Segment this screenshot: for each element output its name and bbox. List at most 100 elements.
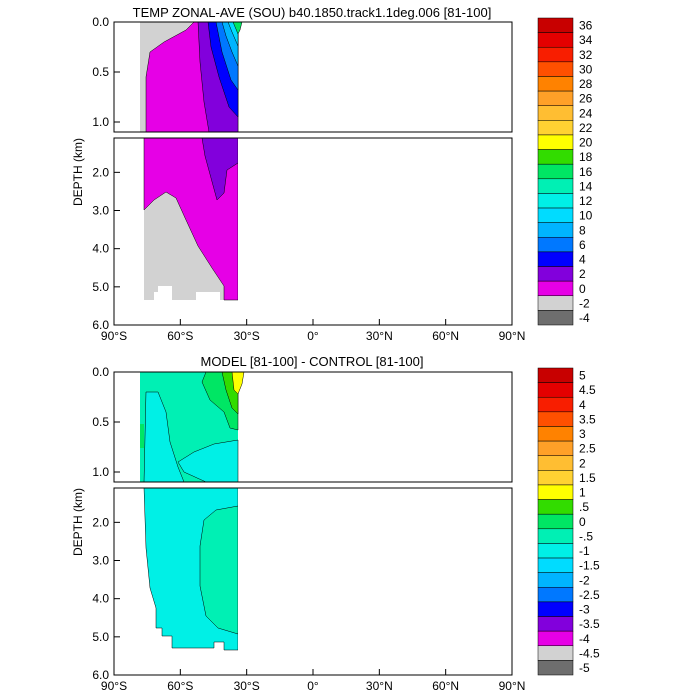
plot-frame-upper (113, 21, 513, 133)
axes: 90°S 60°S 30°S 0° 30°N 60°N 90°N 0.0 0.5 1.0 2.0 3.… (92, 15, 525, 343)
colorbar-swatch (537, 193, 574, 209)
colorbar-label: 20 (579, 136, 593, 150)
x-tick-label: 30°S (234, 329, 260, 343)
y-tick-label: 1.0 (92, 465, 109, 479)
colorbar-swatch (537, 645, 574, 661)
colorbar-swatch (537, 310, 574, 326)
colorbar-swatch (537, 61, 574, 77)
x-tick-label: 0° (307, 679, 319, 693)
colorbar-swatch (537, 105, 574, 121)
colorbar-label: 30 (579, 62, 593, 76)
colorbar-label: 14 (579, 179, 593, 193)
y-tick-label: 2.0 (92, 515, 109, 529)
colorbar-swatch (537, 251, 574, 267)
x-tick-label: 60°S (167, 679, 193, 693)
colorbar-swatch (537, 630, 574, 647)
colorbar-label: 0 (579, 282, 586, 296)
colorbar-label: 34 (579, 33, 593, 47)
colorbar-label: -2 (579, 573, 590, 587)
plot-area-lower (143, 488, 512, 675)
colorbar-label: 1.5 (579, 471, 596, 485)
colorbar-label: 0 (579, 515, 586, 529)
colorbar-swatch (537, 17, 574, 33)
colorbar-swatch (537, 455, 574, 471)
axes: 90°S 60°S 30°S 0° 30°N 60°N 90°N 0.0 0.5 1.0 2.0 3.… (92, 365, 525, 693)
colorbar-swatch (537, 543, 574, 559)
colorbar-swatch (537, 572, 574, 588)
y-tick-label: 4.0 (92, 242, 109, 256)
x-tick-label: 60°N (432, 679, 459, 693)
x-tick-label: 30°S (234, 679, 260, 693)
y-axis-label: DEPTH (km) (71, 138, 85, 206)
colorbar-label: 4.5 (579, 383, 596, 397)
colorbar-label: 16 (579, 165, 593, 179)
colorbar-swatch (537, 411, 574, 427)
colorbar-swatch (537, 134, 574, 150)
colorbar-label: 22 (579, 121, 593, 135)
plot-area-upper (140, 372, 245, 482)
y-tick-label: 0.5 (92, 65, 109, 79)
no-data-region (238, 138, 512, 325)
chart-title: TEMP ZONAL-AVE (SOU) b40.1850.track1.1de… (133, 5, 492, 20)
colorbar-swatch (537, 222, 574, 238)
colorbar-label: 2.5 (579, 442, 596, 456)
colorbar-label: -1 (579, 544, 590, 558)
colorbar-label: -2 (579, 296, 590, 310)
green-region (232, 22, 243, 35)
y-tick-label: 6.0 (92, 318, 109, 332)
gray-region (144, 138, 224, 300)
colorbar-label: -4 (579, 311, 590, 325)
y-tick-label: 5.0 (92, 630, 109, 644)
y-tick-label: 0.5 (92, 415, 109, 429)
no-data-region (238, 488, 512, 675)
x-tick-label: 90°N (499, 329, 526, 343)
colorbar-swatch (537, 382, 574, 398)
colorbar-swatch (537, 470, 574, 486)
colorbar-swatch (537, 178, 574, 194)
colorbar-swatch (537, 90, 574, 106)
y-tick-label: 1.0 (92, 115, 109, 129)
cyan-region-2 (177, 439, 239, 482)
colorbar-swatch (537, 660, 574, 676)
colorbar-label: 5 (579, 369, 586, 383)
colorbar-label: 3 (579, 427, 586, 441)
colorbar-label: 8 (579, 223, 586, 237)
colorbar-swatch (537, 440, 574, 456)
colorbar-swatch (537, 528, 574, 544)
colorbar-swatch (537, 237, 574, 253)
x-tick-label: 60°N (432, 329, 459, 343)
colorbar-label: -5 (579, 661, 590, 675)
y-tick-label: 2.0 (92, 165, 109, 179)
colorbar-label: 4 (579, 253, 586, 267)
x-tick-label: 30°N (366, 679, 393, 693)
colorbar-label: 2 (579, 456, 586, 470)
colorbar-swatch (537, 513, 574, 530)
colorbar-label: 2 (579, 267, 586, 281)
colorbar-swatch (537, 207, 574, 223)
colorbar-label: 3.5 (579, 412, 596, 426)
colorbar-label: 18 (579, 150, 593, 164)
y-axis-label: DEPTH (km) (71, 488, 85, 556)
colorbar-swatch (537, 266, 574, 282)
x-tick-label: 0° (307, 329, 319, 343)
y-tick-label: 6.0 (92, 668, 109, 682)
colorbar-label: 12 (579, 194, 593, 208)
x-tick-label: 90°N (499, 679, 526, 693)
panel-difference: MODEL [81-100] - CONTROL [81-100] DEPTH … (71, 354, 600, 693)
colorbar-swatch (537, 149, 574, 165)
colorbar-swatch (537, 396, 574, 413)
y-tick-label: 3.0 (92, 204, 109, 218)
colorbar-swatch (537, 280, 574, 297)
plot-area-lower (143, 138, 512, 325)
colorbar-swatch (537, 601, 574, 617)
y-tick-label: 0.0 (92, 365, 109, 379)
colorbar-swatch (537, 295, 574, 311)
colorbar-label: -.5 (579, 529, 593, 543)
cyan-region (143, 391, 185, 482)
colorbar-label: 32 (579, 48, 593, 62)
colorbar-swatch (537, 426, 574, 442)
colorbar-label: 26 (579, 92, 593, 106)
colorbar-label: 36 (579, 19, 593, 33)
plot-frame-upper (113, 371, 513, 483)
